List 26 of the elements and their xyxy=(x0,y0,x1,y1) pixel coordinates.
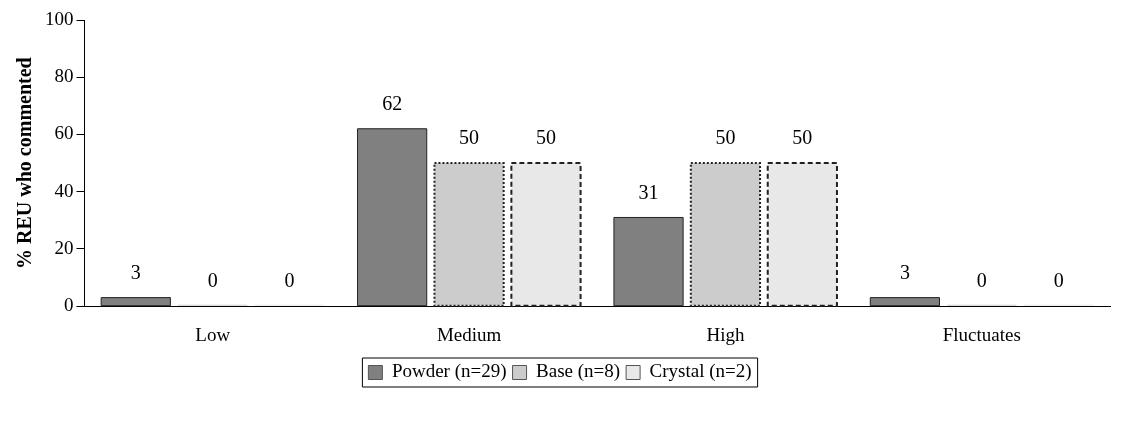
data-label: 3 xyxy=(130,260,141,283)
y-tick-label: 40 xyxy=(54,179,74,201)
legend-label: Base (n=8) xyxy=(536,360,621,383)
y-tick-label: 20 xyxy=(54,236,74,258)
y-tick-label: 80 xyxy=(54,65,74,87)
legend-label: Crystal (n=2) xyxy=(649,360,752,383)
y-tick-label: 100 xyxy=(45,7,74,29)
y-axis-title: % REU who commented xyxy=(13,57,36,269)
x-tick-label: Medium xyxy=(436,323,502,345)
data-label: 3 xyxy=(899,260,910,283)
data-label: 0 xyxy=(976,269,987,292)
data-label: 50 xyxy=(535,126,556,149)
x-tick-label: High xyxy=(706,323,745,345)
data-label: 0 xyxy=(1053,269,1064,292)
data-label: 50 xyxy=(715,126,736,149)
y-tick-label: 0 xyxy=(64,294,74,316)
x-tick-label: Fluctuates xyxy=(942,323,1021,345)
data-label: 50 xyxy=(459,126,480,149)
x-tick-label: Low xyxy=(195,323,231,345)
data-label: 0 xyxy=(207,269,218,292)
data-label: 0 xyxy=(284,269,295,292)
data-label: 50 xyxy=(792,126,813,149)
data-label: 62 xyxy=(382,92,403,115)
legend-label: Powder (n=29) xyxy=(391,360,507,383)
data-label: 31 xyxy=(638,180,659,203)
y-tick-label: 60 xyxy=(54,122,74,144)
